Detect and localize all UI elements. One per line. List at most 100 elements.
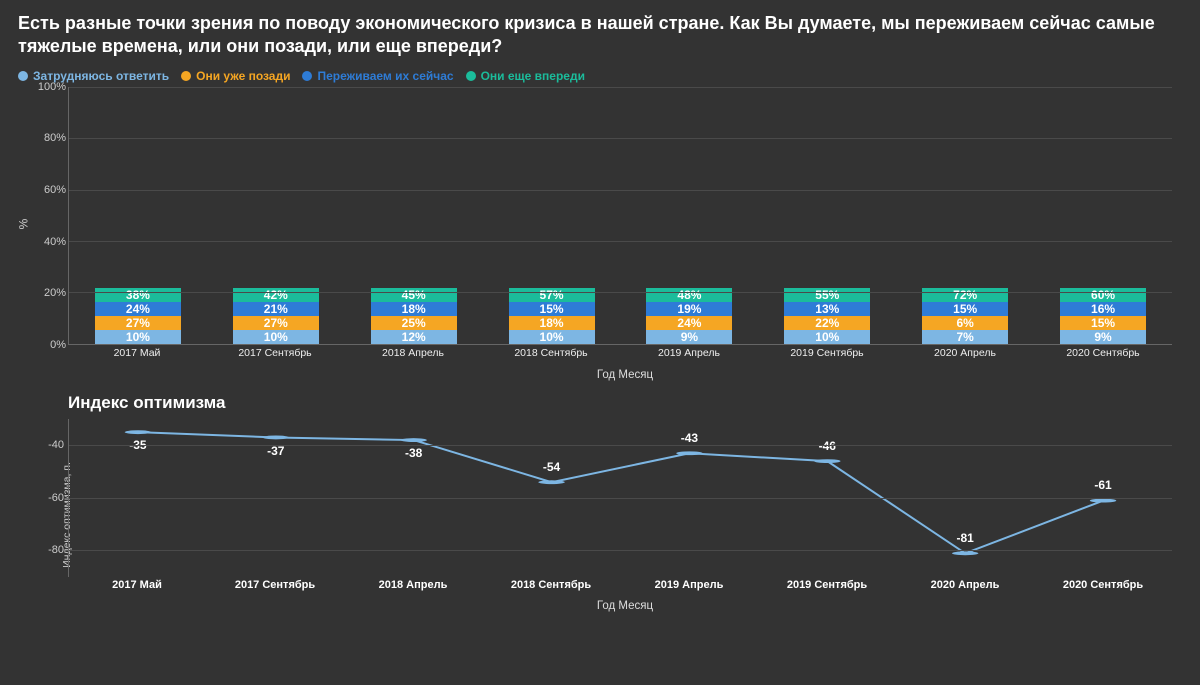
stacked-bar: 12%25%18%45% (371, 288, 457, 344)
bar-segment-behind: 27% (95, 316, 181, 330)
bar-grid-line (69, 292, 1172, 293)
line-y-tick: -40 (48, 439, 64, 451)
line-chart-title: Индекс оптимизма (68, 393, 1182, 413)
bar-segment-dontknow: 9% (1060, 330, 1146, 344)
line-x-label: 2019 Апрель (634, 579, 744, 599)
line-marker (538, 480, 564, 484)
stacked-bar: 9%24%19%48% (646, 288, 732, 344)
bar-segment-dontknow: 10% (95, 330, 181, 344)
bar-group: 9%24%19%48% (634, 288, 744, 344)
legend: Затрудняюсь ответитьОни уже позадиПережи… (18, 69, 1182, 83)
bar-x-label: 2017 Сентябрь (220, 347, 330, 367)
legend-item: Они еще впереди (466, 69, 585, 83)
bar-segment-ahead: 38% (95, 288, 181, 302)
line-grid-line (69, 445, 1172, 446)
bar-grid-line (69, 190, 1172, 191)
line-chart: Индекс оптимизма, п. -40-60-80 -35-37-38… (68, 419, 1172, 599)
legend-label: Они еще впереди (481, 69, 585, 83)
bar-segment-now: 13% (784, 302, 870, 316)
bar-segment-ahead: 45% (371, 288, 457, 302)
bar-group: 12%25%18%45% (359, 288, 469, 344)
bar-segment-now: 16% (1060, 302, 1146, 316)
bar-segment-now: 15% (509, 302, 595, 316)
line-marker (263, 435, 289, 439)
bar-x-label: 2020 Сентябрь (1048, 347, 1158, 367)
stacked-bar: 10%18%15%57% (509, 288, 595, 344)
line-y-tick: -60 (48, 492, 64, 504)
bars-container: 10%27%24%38%10%27%21%42%12%25%18%45%10%1… (69, 87, 1172, 344)
stacked-bar: 7%6%15%72% (922, 288, 1008, 344)
stacked-bar: 10%27%24%38% (95, 288, 181, 344)
bar-segment-ahead: 60% (1060, 288, 1146, 302)
line-x-label: 2020 Апрель (910, 579, 1020, 599)
legend-label: Переживаем их сейчас (317, 69, 453, 83)
bar-x-label: 2018 Сентябрь (496, 347, 606, 367)
bar-x-axis-title: Год Месяц (68, 369, 1182, 381)
bar-y-axis: 0%20%40%60%80%100% (26, 87, 66, 345)
line-marker (814, 459, 840, 463)
legend-dot (466, 71, 476, 81)
bar-segment-behind: 15% (1060, 316, 1146, 330)
line-x-label: 2017 Май (82, 579, 192, 599)
bar-group: 7%6%15%72% (910, 288, 1020, 344)
line-y-tick: -80 (48, 544, 64, 556)
bar-segment-dontknow: 10% (784, 330, 870, 344)
bar-segment-behind: 24% (646, 316, 732, 330)
line-x-label: 2019 Сентябрь (772, 579, 882, 599)
line-value-label: -61 (1094, 478, 1111, 492)
legend-item: Они уже позади (181, 69, 290, 83)
bar-group: 9%15%16%60% (1048, 288, 1158, 344)
bar-segment-ahead: 57% (509, 288, 595, 302)
bar-group: 10%27%24%38% (83, 288, 193, 344)
bar-segment-behind: 27% (233, 316, 319, 330)
bar-x-labels: 2017 Май2017 Сентябрь2018 Апрель2018 Сен… (68, 347, 1172, 367)
chart-title: Есть разные точки зрения по поводу эконо… (18, 12, 1182, 59)
line-x-label: 2017 Сентябрь (220, 579, 330, 599)
bar-plot-area: 10%27%24%38%10%27%21%42%12%25%18%45%10%1… (68, 87, 1172, 345)
bar-segment-ahead: 42% (233, 288, 319, 302)
bar-segment-ahead: 55% (784, 288, 870, 302)
bar-segment-now: 18% (371, 302, 457, 316)
bar-y-tick: 100% (38, 81, 66, 93)
bar-segment-behind: 25% (371, 316, 457, 330)
bar-segment-now: 19% (646, 302, 732, 316)
bar-y-tick: 40% (44, 236, 66, 248)
bar-segment-ahead: 48% (646, 288, 732, 302)
line-x-label: 2020 Сентябрь (1048, 579, 1158, 599)
bar-y-tick: 80% (44, 132, 66, 144)
bar-segment-now: 15% (922, 302, 1008, 316)
line-grid-line (69, 498, 1172, 499)
line-grid-line (69, 550, 1172, 551)
legend-dot (302, 71, 312, 81)
line-value-label: -43 (681, 431, 698, 445)
line-x-labels: 2017 Май 2017 Сентябрь 2018 Апрель 2018 Сен… (68, 579, 1172, 599)
bar-group: 10%22%13%55% (772, 288, 882, 344)
bar-x-label: 2017 Май (82, 347, 192, 367)
line-marker (1090, 499, 1116, 503)
line-x-label: 2018 Апрель (358, 579, 468, 599)
bar-group: 10%18%15%57% (496, 288, 606, 344)
line-value-label: -38 (405, 446, 422, 460)
legend-dot (18, 71, 28, 81)
bar-segment-dontknow: 10% (233, 330, 319, 344)
line-plot-area: -35-37-38-54-43-46-81-61 (68, 419, 1172, 577)
bar-segment-behind: 18% (509, 316, 595, 330)
bar-segment-now: 21% (233, 302, 319, 316)
stacked-bar: 9%15%16%60% (1060, 288, 1146, 344)
legend-item: Переживаем их сейчас (302, 69, 453, 83)
line-marker (125, 430, 151, 434)
bar-segment-dontknow: 10% (509, 330, 595, 344)
bar-segment-behind: 22% (784, 316, 870, 330)
bar-x-label: 2020 Апрель (910, 347, 1020, 367)
line-y-axis: -40 -60 -80 (30, 419, 64, 577)
bar-segment-dontknow: 9% (646, 330, 732, 344)
bar-grid-line (69, 138, 1172, 139)
bar-y-tick: 20% (44, 287, 66, 299)
line-x-label: 2018 Сентябрь (496, 579, 606, 599)
bar-segment-dontknow: 7% (922, 330, 1008, 344)
stacked-bar: 10%22%13%55% (784, 288, 870, 344)
line-marker (400, 438, 426, 442)
bar-chart: % 0%20%40%60%80%100% 10%27%24%38%10%27%2… (68, 87, 1172, 367)
bar-y-tick: 0% (50, 339, 66, 351)
bar-group: 10%27%21%42% (221, 288, 331, 344)
